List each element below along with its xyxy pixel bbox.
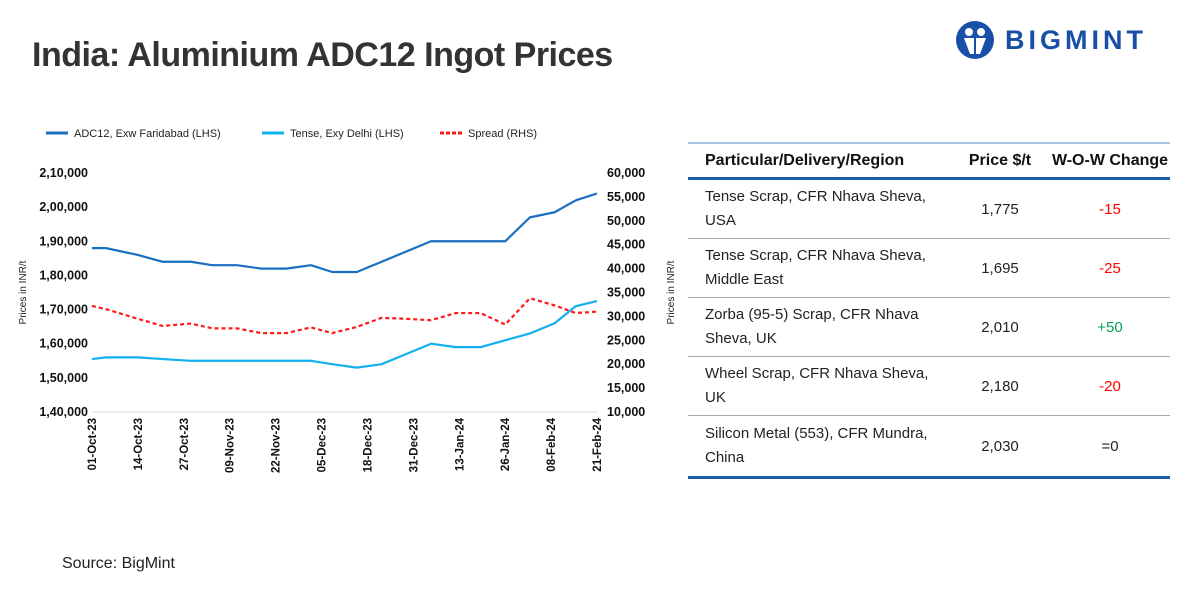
left-tick-label: 1,80,000 (39, 268, 88, 282)
left-tick-label: 2,00,000 (39, 200, 88, 214)
row-price: 2,030 (981, 437, 1019, 455)
left-tick-label: 1,40,000 (39, 405, 88, 419)
right-tick-label: 10,000 (607, 405, 645, 419)
row-price: 1,775 (981, 200, 1019, 218)
series-line-0 (92, 192, 598, 274)
axes: 1,40,000 1,50,000 1,60,000 1,70,000 1,80,000… (18, 166, 677, 473)
x-tick-label: 26-Jan-24 (500, 417, 512, 471)
line-chart: ADC12, Exw Faridabad (LHS) Tense, Exy Del… (18, 128, 677, 473)
source-note: Source: BigMint (62, 555, 175, 572)
table-row: Tense Scrap, CFR Nhava Sheva, Middle Eas… (688, 239, 1170, 298)
row-price: 1,695 (981, 259, 1019, 277)
right-tick-label: 40,000 (607, 262, 645, 276)
legend-label-1: Tense, Exy Delhi (LHS) (290, 128, 404, 140)
row-change: -15 (1099, 200, 1121, 218)
legend-label-0: ADC12, Exw Faridabad (LHS) (74, 128, 221, 140)
logo-text: BIGMINT (1005, 24, 1147, 55)
row-particular: Silicon Metal (553), CFR Mundra, China (705, 425, 928, 466)
x-tick-label: 13-Jan-24 (454, 417, 466, 471)
x-tick-label: 21-Feb-24 (592, 417, 604, 471)
table-row: Silicon Metal (553), CFR Mundra, China 2… (688, 416, 1170, 479)
row-particular: Tense Scrap, CFR Nhava Sheva, USA (705, 188, 926, 229)
left-tick-label: 2,10,000 (39, 166, 88, 180)
series-lines (91, 192, 598, 369)
right-tick-label: 35,000 (607, 286, 645, 300)
row-price: 2,010 (981, 318, 1019, 336)
left-tick-label: 1,50,000 (39, 371, 88, 385)
x-tick-label: 09-Nov-23 (225, 418, 237, 473)
row-change: +50 (1097, 318, 1123, 336)
table-row: Wheel Scrap, CFR Nhava Sheva, UK 2,180 -… (688, 357, 1170, 416)
row-particular: Tense Scrap, CFR Nhava Sheva, Middle Eas… (705, 247, 926, 288)
x-tick-label: 22-Nov-23 (271, 418, 283, 473)
x-tick-label: 01-Oct-23 (87, 418, 99, 470)
legend-label-2: Spread (RHS) (468, 128, 537, 140)
series-line-2 (91, 297, 598, 335)
table-row: Tense Scrap, CFR Nhava Sheva, USA 1,775 … (688, 180, 1170, 239)
left-tick-label: 1,90,000 (39, 234, 88, 248)
right-axis-title: Prices in INR/t (666, 260, 677, 324)
x-tick-label: 27-Oct-23 (179, 418, 191, 470)
left-tick-label: 1,60,000 (39, 337, 88, 351)
row-change: -25 (1099, 259, 1121, 277)
right-tick-label: 30,000 (607, 309, 645, 323)
row-change: -20 (1099, 377, 1121, 395)
header-change: W-O-W Change (1051, 151, 1169, 169)
legend: ADC12, Exw Faridabad (LHS) Tense, Exy Del… (46, 128, 537, 140)
x-tick-label: 18-Dec-23 (362, 418, 374, 472)
table-header: Particular/Delivery/Region Price $/t W-O… (688, 144, 1170, 180)
bigmint-logo-icon (956, 21, 994, 59)
x-tick-label: 31-Dec-23 (408, 418, 420, 472)
table-row: Zorba (95-5) Scrap, CFR Nhava Sheva, UK … (688, 298, 1170, 357)
x-tick-label: 08-Feb-24 (546, 417, 558, 471)
left-tick-label: 1,70,000 (39, 303, 88, 317)
page-title: India: Aluminium ADC12 Ingot Prices (32, 36, 613, 74)
row-particular: Wheel Scrap, CFR Nhava Sheva, UK (705, 365, 929, 406)
series-line-1 (91, 299, 598, 369)
right-tick-label: 20,000 (607, 357, 645, 371)
header-particular: Particular/Delivery/Region (705, 151, 905, 169)
right-tick-label: 45,000 (607, 238, 645, 252)
left-axis-title: Prices in INR/t (18, 260, 29, 324)
price-table: Particular/Delivery/Region Price $/t W-O… (688, 142, 1170, 479)
row-price: 2,180 (981, 377, 1019, 395)
logo: BIGMINT (955, 20, 1147, 60)
x-tick-label: 14-Oct-23 (133, 418, 145, 470)
right-tick-label: 15,000 (607, 381, 645, 395)
row-change: =0 (1101, 437, 1119, 455)
right-tick-label: 50,000 (607, 214, 645, 228)
header-price: Price $/t (968, 151, 1032, 169)
x-tick-label: 05-Dec-23 (317, 418, 329, 472)
right-tick-label: 25,000 (607, 333, 645, 347)
row-particular: Zorba (95-5) Scrap, CFR Nhava Sheva, UK (705, 306, 919, 347)
right-tick-label: 60,000 (607, 166, 645, 180)
right-tick-label: 55,000 (607, 190, 645, 204)
